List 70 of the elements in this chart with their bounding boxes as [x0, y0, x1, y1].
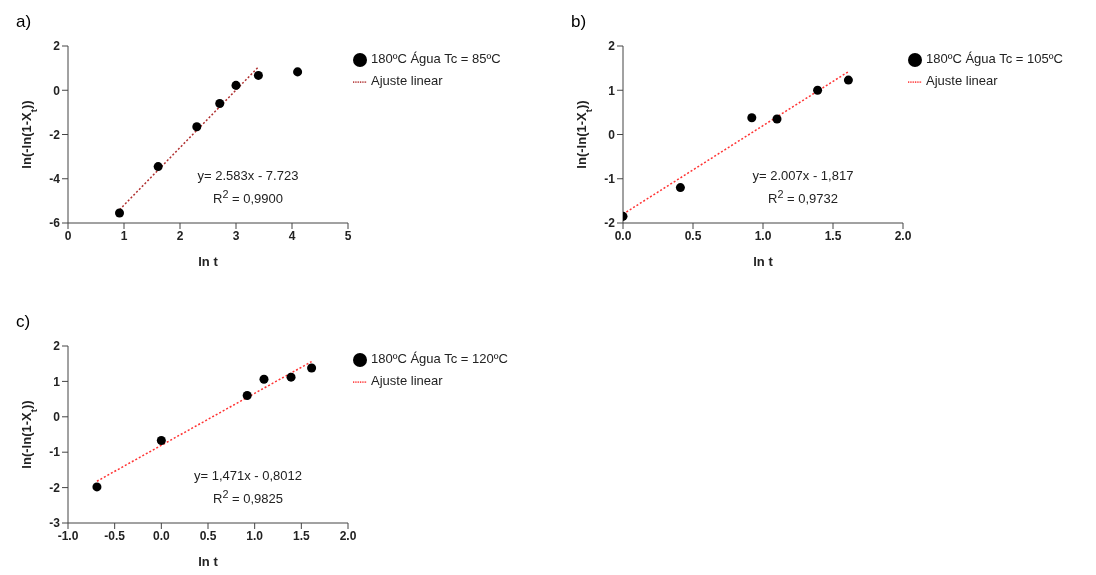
chart-title: a) [16, 12, 32, 32]
legend-label: Ajuste linear [371, 73, 443, 88]
point [307, 363, 317, 373]
chart-title: c) [16, 312, 31, 332]
point [813, 85, 823, 95]
y-tick-label: -6 [49, 216, 61, 231]
y-tick-label: 2 [53, 39, 61, 54]
x-tick-label: 1.5 [824, 228, 842, 243]
x-tick-label: 0.0 [152, 528, 170, 543]
y-tick-label: 0 [53, 410, 61, 425]
y-tick-label: -1 [604, 172, 616, 187]
y-tick-label: -2 [49, 127, 61, 142]
y-tick-label: 1 [608, 83, 616, 98]
x-tick-label: 1.5 [292, 528, 310, 543]
y-tick-label: 0 [608, 127, 616, 142]
x-tick-label: 1 [120, 228, 128, 243]
x-axis-title: ln t [753, 254, 774, 269]
y-tick-label: -3 [49, 516, 61, 531]
y-tick-label: 2 [608, 39, 616, 54]
point [115, 208, 125, 218]
annotation: y= 2.007x - 1,817 [751, 167, 855, 185]
chart-title: b) [571, 12, 587, 32]
x-tick-label: 0.5 [684, 228, 702, 243]
point [92, 482, 102, 492]
x-tick-label: 4 [288, 228, 296, 243]
y-tick-label: 2 [53, 339, 61, 354]
x-axis-title: ln t [198, 554, 219, 569]
point [772, 114, 782, 124]
y-tick-label: -4 [49, 172, 61, 187]
y-tick-label: -2 [49, 480, 61, 495]
point [286, 372, 296, 382]
legend-label: Ajuste linear [926, 73, 998, 88]
y-tick-label: 1 [53, 374, 61, 389]
legend-label: 180ºC Água Tc = 85ºC [371, 51, 501, 66]
point [192, 122, 202, 132]
y-tick-label: -1 [49, 445, 61, 460]
legend-label: Ajuste linear [371, 373, 443, 388]
point [156, 436, 166, 446]
annotation: R$^{2}$ = 0,9732 [767, 187, 839, 209]
point [747, 113, 757, 123]
point [242, 391, 252, 401]
point [843, 75, 853, 85]
x-tick-label: 5 [344, 228, 352, 243]
x-tick-label: 3 [232, 228, 240, 243]
x-tick-label: 0.0 [614, 228, 632, 243]
annotation: y= 1,471x - 0,8012 [192, 467, 304, 485]
x-tick-label: 0.5 [199, 528, 217, 543]
point [293, 67, 303, 77]
point [253, 70, 263, 80]
legend-label: 180ºC Água Tc = 120ºC [371, 351, 508, 366]
point [259, 374, 269, 384]
point [231, 80, 241, 90]
point [675, 183, 685, 193]
legend-label: 180ºC Água Tc = 105ºC [926, 51, 1063, 66]
x-tick-label: -0.5 [104, 528, 126, 543]
x-axis-title: ln t [198, 254, 219, 269]
point [215, 99, 225, 109]
x-tick-label: 2 [176, 228, 184, 243]
y-tick-label: 0 [53, 83, 61, 98]
x-tick-label: 1.0 [246, 528, 264, 543]
x-tick-label: 1.0 [754, 228, 772, 243]
annotation: R$^{2}$ = 0,9900 [212, 187, 284, 209]
x-tick-label: 0 [64, 228, 72, 243]
point [153, 162, 163, 172]
x-tick-label: -1.0 [57, 528, 79, 543]
annotation: y= 2.583x - 7.723 [196, 167, 300, 185]
annotation: R$^{2}$ = 0,9825 [212, 487, 284, 509]
x-tick-label: 2.0 [894, 228, 912, 243]
x-tick-label: 2.0 [339, 528, 357, 543]
y-tick-label: -2 [604, 216, 616, 231]
